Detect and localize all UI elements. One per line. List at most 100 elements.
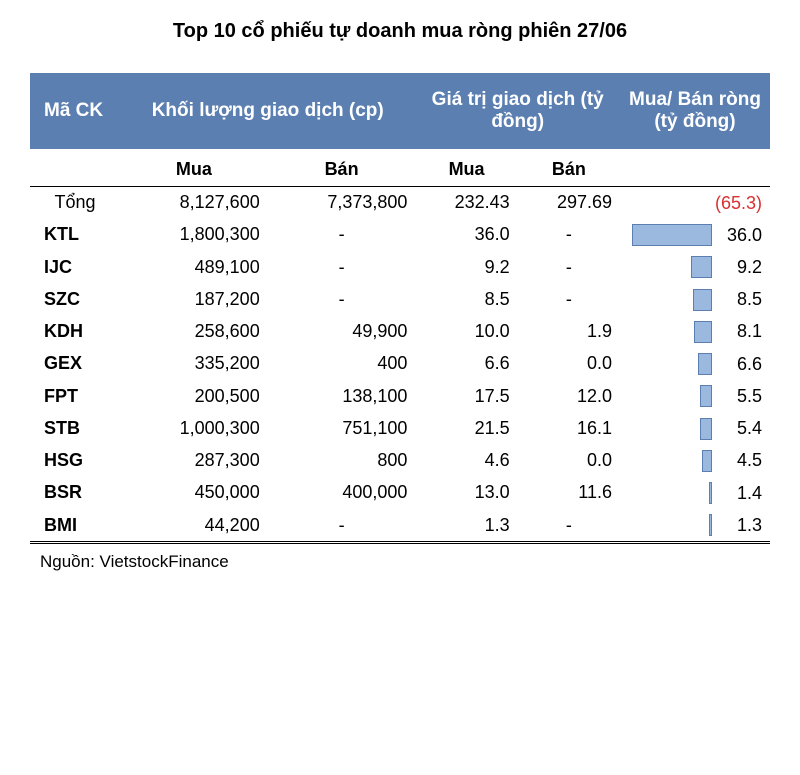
cell-vol-buy: 258,600 [120, 316, 268, 348]
header-code: Mã CK [30, 73, 120, 149]
total-vol-sell: 7,373,800 [268, 187, 416, 219]
cell-net: 4.5 [620, 445, 770, 477]
subheader-vol-sell: Bán [268, 149, 416, 187]
table-row: FPT200,500138,10017.512.05.5 [30, 380, 770, 412]
total-row: Tổng 8,127,600 7,373,800 232.43 297.69 (… [30, 187, 770, 219]
table-row: STB1,000,300751,10021.516.1 5.4 [30, 412, 770, 444]
cell-val-buy: 9.2 [415, 251, 517, 283]
cell-vol-buy: 1,000,300 [120, 412, 268, 444]
table-row: BMI44,200-1.3-1.3 [30, 509, 770, 543]
cell-val-buy: 17.5 [415, 380, 517, 412]
cell-net: 1.3 [620, 509, 770, 543]
cell-code: SZC [30, 283, 120, 315]
page-title: Top 10 cổ phiếu tự doanh mua ròng phiên … [30, 20, 770, 43]
table-header-sub: Mua Bán Mua Bán [30, 149, 770, 187]
cell-net: 9.2 [620, 251, 770, 283]
table-header-main: Mã CK Khối lượng giao dịch (cp) Giá trị … [30, 73, 770, 149]
cell-vol-buy: 44,200 [120, 509, 268, 543]
cell-vol-sell: - [268, 283, 416, 315]
cell-code: GEX [30, 348, 120, 380]
net-bar [700, 385, 712, 407]
cell-vol-sell: 138,100 [268, 380, 416, 412]
cell-code: BSR [30, 477, 120, 509]
net-value: 4.5 [712, 450, 762, 471]
cell-vol-buy: 1,800,300 [120, 219, 268, 251]
total-vol-buy: 8,127,600 [120, 187, 268, 219]
cell-val-buy: 6.6 [415, 348, 517, 380]
net-bar [693, 289, 712, 311]
cell-code: KDH [30, 316, 120, 348]
cell-val-buy: 36.0 [415, 219, 517, 251]
subheader-vol-buy: Mua [120, 149, 268, 187]
cell-code: HSG [30, 445, 120, 477]
net-bar [632, 224, 712, 246]
cell-val-sell: 0.0 [518, 445, 620, 477]
cell-vol-buy: 450,000 [120, 477, 268, 509]
cell-vol-buy: 287,300 [120, 445, 268, 477]
cell-vol-sell: 400,000 [268, 477, 416, 509]
cell-val-buy: 13.0 [415, 477, 517, 509]
source-label: Nguồn: VietstockFinance [30, 543, 770, 581]
net-bar [702, 450, 712, 472]
cell-val-sell: 0.0 [518, 348, 620, 380]
cell-val-sell: 11.6 [518, 477, 620, 509]
cell-code: BMI [30, 509, 120, 543]
cell-net: 8.1 [620, 316, 770, 348]
cell-net: 36.0 [620, 219, 770, 251]
net-value: 9.2 [712, 257, 762, 278]
subheader-blank [30, 149, 120, 187]
cell-val-sell: 16.1 [518, 412, 620, 444]
cell-vol-sell: 800 [268, 445, 416, 477]
cell-net: 1.4 [620, 477, 770, 509]
cell-vol-sell: 49,900 [268, 316, 416, 348]
cell-val-sell: 12.0 [518, 380, 620, 412]
cell-vol-sell: - [268, 251, 416, 283]
table-row: KTL1,800,300-36.0-36.0 [30, 219, 770, 251]
net-value: 5.4 [712, 418, 762, 439]
cell-val-buy: 10.0 [415, 316, 517, 348]
subheader-val-buy: Mua [415, 149, 517, 187]
net-value: 8.1 [712, 321, 762, 342]
cell-vol-sell: 400 [268, 348, 416, 380]
cell-vol-buy: 187,200 [120, 283, 268, 315]
cell-code: STB [30, 412, 120, 444]
cell-val-sell: - [518, 283, 620, 315]
cell-vol-buy: 335,200 [120, 348, 268, 380]
table-body: Tổng 8,127,600 7,373,800 232.43 297.69 (… [30, 187, 770, 543]
net-value: 6.6 [712, 354, 762, 375]
total-val-buy: 232.43 [415, 187, 517, 219]
cell-net: 6.6 [620, 348, 770, 380]
cell-code: FPT [30, 380, 120, 412]
cell-val-buy: 8.5 [415, 283, 517, 315]
cell-net: 8.5 [620, 283, 770, 315]
table-row: SZC187,200-8.5-8.5 [30, 283, 770, 315]
cell-vol-buy: 200,500 [120, 380, 268, 412]
subheader-net-blank [620, 149, 770, 187]
stock-table: Mã CK Khối lượng giao dịch (cp) Giá trị … [30, 73, 770, 580]
cell-val-buy: 21.5 [415, 412, 517, 444]
total-label: Tổng [30, 187, 120, 219]
cell-val-sell: 1.9 [518, 316, 620, 348]
net-bar [694, 321, 712, 343]
cell-val-buy: 4.6 [415, 445, 517, 477]
table-row: BSR450,000400,00013.011.61.4 [30, 477, 770, 509]
table-row: HSG287,3008004.60.0 4.5 [30, 445, 770, 477]
net-value: 36.0 [712, 225, 762, 246]
header-net: Mua/ Bán ròng (tỷ đồng) [620, 73, 770, 149]
cell-vol-sell: - [268, 509, 416, 543]
header-volume: Khối lượng giao dịch (cp) [120, 73, 415, 149]
net-bar [698, 353, 712, 375]
cell-val-sell: - [518, 251, 620, 283]
cell-val-sell: - [518, 219, 620, 251]
total-net: (65.3) [620, 187, 770, 219]
cell-vol-sell: 751,100 [268, 412, 416, 444]
cell-val-buy: 1.3 [415, 509, 517, 543]
net-value: 1.3 [712, 515, 762, 536]
table-row: IJC489,100-9.2-9.2 [30, 251, 770, 283]
table-row: GEX335,2004006.60.06.6 [30, 348, 770, 380]
cell-vol-buy: 489,100 [120, 251, 268, 283]
net-value: 8.5 [712, 289, 762, 310]
cell-vol-sell: - [268, 219, 416, 251]
subheader-val-sell: Bán [518, 149, 620, 187]
cell-code: KTL [30, 219, 120, 251]
